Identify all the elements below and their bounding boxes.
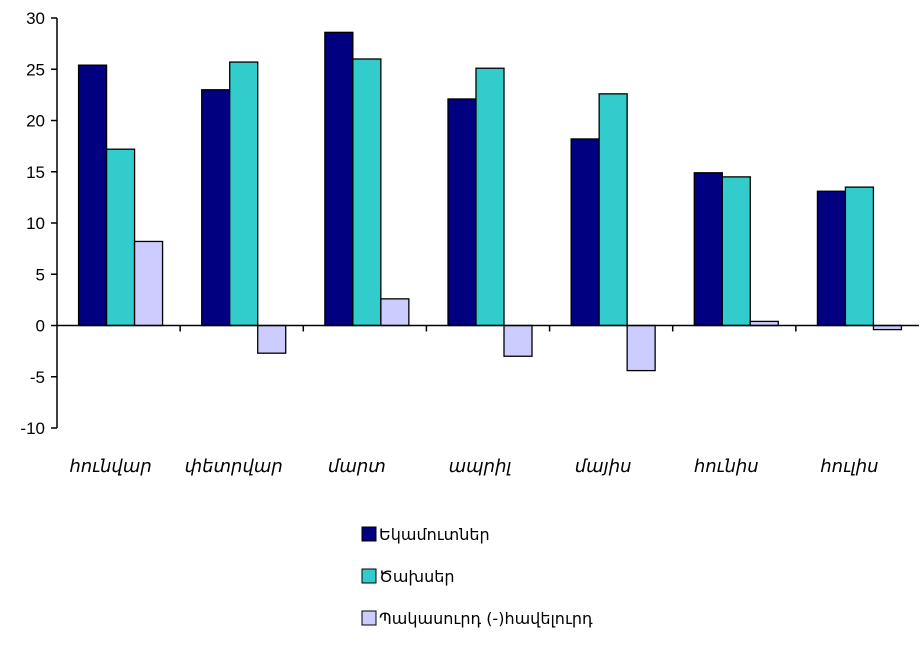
bar-3-1 <box>133 240 164 327</box>
y-tick-labels: -10 -5 0 5 10 15 20 25 30 <box>20 9 45 438</box>
legend-swatch-2 <box>361 568 377 584</box>
bar-1-5 <box>570 138 600 327</box>
x-category-label: հունվար <box>69 456 151 477</box>
y-tick-label: 5 <box>36 265 45 284</box>
y-tick-label: 0 <box>36 317 45 336</box>
y-tick-label: 20 <box>26 112 45 131</box>
y-tick-label: -10 <box>20 419 45 438</box>
legend-label-1: Եկամուտներ <box>379 525 490 544</box>
bar-3-5 <box>626 324 656 372</box>
bar-2-4 <box>475 67 505 327</box>
x-category-label: մայիս <box>575 456 632 477</box>
bar-2-1 <box>105 148 136 327</box>
legend-label-2: Ծախսեր <box>379 567 455 586</box>
bar-1-3 <box>324 31 354 327</box>
bar-3-2 <box>257 324 287 354</box>
bar-1-6 <box>693 172 723 327</box>
y-tick-label: 30 <box>26 9 45 28</box>
bar-2-3 <box>352 58 382 327</box>
x-category-label: մարտ <box>328 456 386 477</box>
legend: Եկամուտներ Ծախսեր Պակասուրդ (-)հավելուրդ <box>361 525 593 628</box>
legend-swatch-1 <box>361 526 377 542</box>
bar-3-4 <box>503 324 533 357</box>
bar-1-4 <box>447 98 477 327</box>
y-tick-label: 10 <box>26 214 45 233</box>
y-tick-label: -5 <box>30 368 45 387</box>
axes-group <box>51 17 919 429</box>
legend-swatch-3 <box>361 610 377 626</box>
x-category-label: հունիս <box>694 456 759 477</box>
y-tick-label: 25 <box>26 60 45 79</box>
bar-2-2 <box>229 61 259 327</box>
bar-1-2 <box>201 89 231 327</box>
x-category-label: ապրիլ <box>449 456 512 477</box>
legend-label-3: Պակասուրդ (-)հավելուրդ <box>379 609 593 628</box>
x-category-label: հուլիս <box>820 456 878 477</box>
bar-1-7 <box>816 190 847 327</box>
bar-1-1 <box>77 64 108 327</box>
x-category-label: փետրվար <box>185 456 283 477</box>
bar-3-3 <box>380 298 410 327</box>
bars-group <box>77 31 903 372</box>
y-tick-label: 15 <box>26 163 45 182</box>
bar-2-7 <box>844 186 875 327</box>
bar-2-5 <box>598 93 628 327</box>
bar-2-6 <box>721 176 751 327</box>
category-labels: հունվար փետրվար մարտ ապրիլ մայիս հունիս հուլիս <box>69 456 878 477</box>
